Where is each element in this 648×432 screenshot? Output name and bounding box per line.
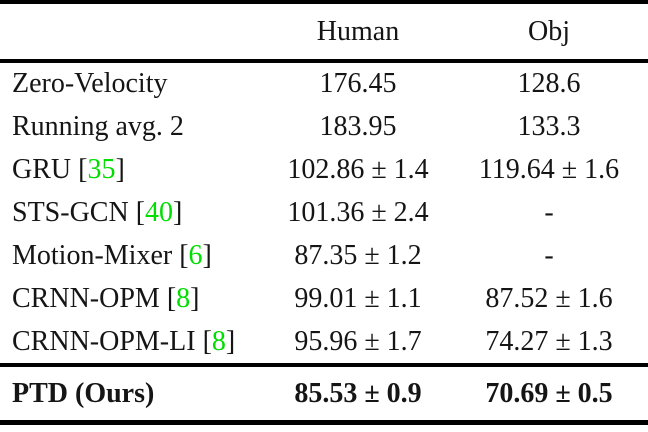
table-footer-row: PTD (Ours) 85.53 ± 0.9 70.69 ± 0.5 [0,367,648,420]
citation-bracket-close: ] [202,239,212,271]
method-label: GRU [12,154,72,186]
obj-value: 128.6 [517,68,581,100]
obj-value: 70.69 ± 0.5 [485,377,613,409]
citation-number[interactable]: 35 [87,154,116,186]
method-cell: CRNN-OPM [8] [0,282,248,314]
citation-number[interactable]: 8 [176,282,191,314]
method-label: Motion-Mixer [12,239,173,271]
citation-number[interactable]: 8 [211,325,226,357]
table-top-rule [0,0,648,4]
method-label: Zero-Velocity [12,68,168,100]
table-body: Zero-Velocity 176.45 128.6 Running avg. … [0,63,648,363]
method-cell: Running avg. 2 [0,113,248,141]
obj-value: 133.3 [517,111,581,143]
table-header-row: Human Obj [0,4,648,59]
obj-value: - [544,197,554,228]
table-row: STS-GCN [40] 101.36 ± 2.4 - [0,192,648,235]
citation-bracket-open: [ [172,239,189,271]
obj-value: 119.64 ± 1.6 [478,154,620,186]
citation-bracket-open: [ [159,282,177,314]
citation-bracket-close: ] [225,325,236,357]
table-row: CRNN-OPM-LI [8] 95.96 ± 1.7 74.27 ± 1.3 [0,320,648,363]
citation-bracket-close: ] [115,154,125,186]
table-row: Running avg. 2 183.95 133.3 [0,106,648,149]
obj-value: 87.52 ± 1.6 [485,282,613,314]
method-cell: CRNN-OPM-LI [8] [0,325,248,357]
table-row: CRNN-OPM [8] 99.01 ± 1.1 87.52 ± 1.6 [0,277,648,320]
table-footer-rule [0,363,648,367]
column-header-obj: Obj [528,15,570,47]
method-label: Running avg. 2 [12,111,184,143]
table-bottom-rule [0,420,648,425]
human-value: 99.01 ± 1.1 [294,282,422,314]
method-label: PTD (Ours) [12,377,155,409]
citation-bracket-close: ] [173,197,183,228]
human-value: 101.36 ± 2.4 [287,197,429,228]
method-label: CRNN-OPM [12,282,160,314]
table-header-rule [0,59,648,63]
method-cell: PTD (Ours) [0,377,248,409]
method-cell: STS-GCN [40] [0,199,248,227]
method-cell: GRU [35] [0,156,248,184]
citation-bracket-open: [ [128,197,146,228]
table-row: GRU [35] 102.86 ± 1.4 119.64 ± 1.6 [0,149,648,192]
human-value: 183.95 [319,111,397,143]
citation-number[interactable]: 40 [145,197,174,228]
human-value: 176.45 [319,68,397,100]
obj-value: - [544,239,554,271]
citation-number[interactable]: 6 [188,239,203,271]
obj-value: 74.27 ± 1.3 [485,325,613,357]
citation-bracket-open: [ [71,154,88,186]
method-label: STS-GCN [12,197,129,228]
table-row: Motion-Mixer [6] 87.35 ± 1.2 - [0,234,648,277]
human-value: 87.35 ± 1.2 [294,239,422,271]
human-value: 85.53 ± 0.9 [294,377,422,409]
method-label: CRNN-OPM-LI [12,325,196,357]
table-row: Zero-Velocity 176.45 128.6 [0,63,648,106]
citation-bracket-open: [ [195,325,212,357]
human-value: 95.96 ± 1.7 [294,325,422,357]
method-cell: Motion-Mixer [6] [0,239,248,271]
citation-bracket-close: ] [190,282,200,314]
column-header-human: Human [316,15,400,47]
human-value: 102.86 ± 1.4 [287,154,429,186]
method-cell: Zero-Velocity [0,70,248,98]
